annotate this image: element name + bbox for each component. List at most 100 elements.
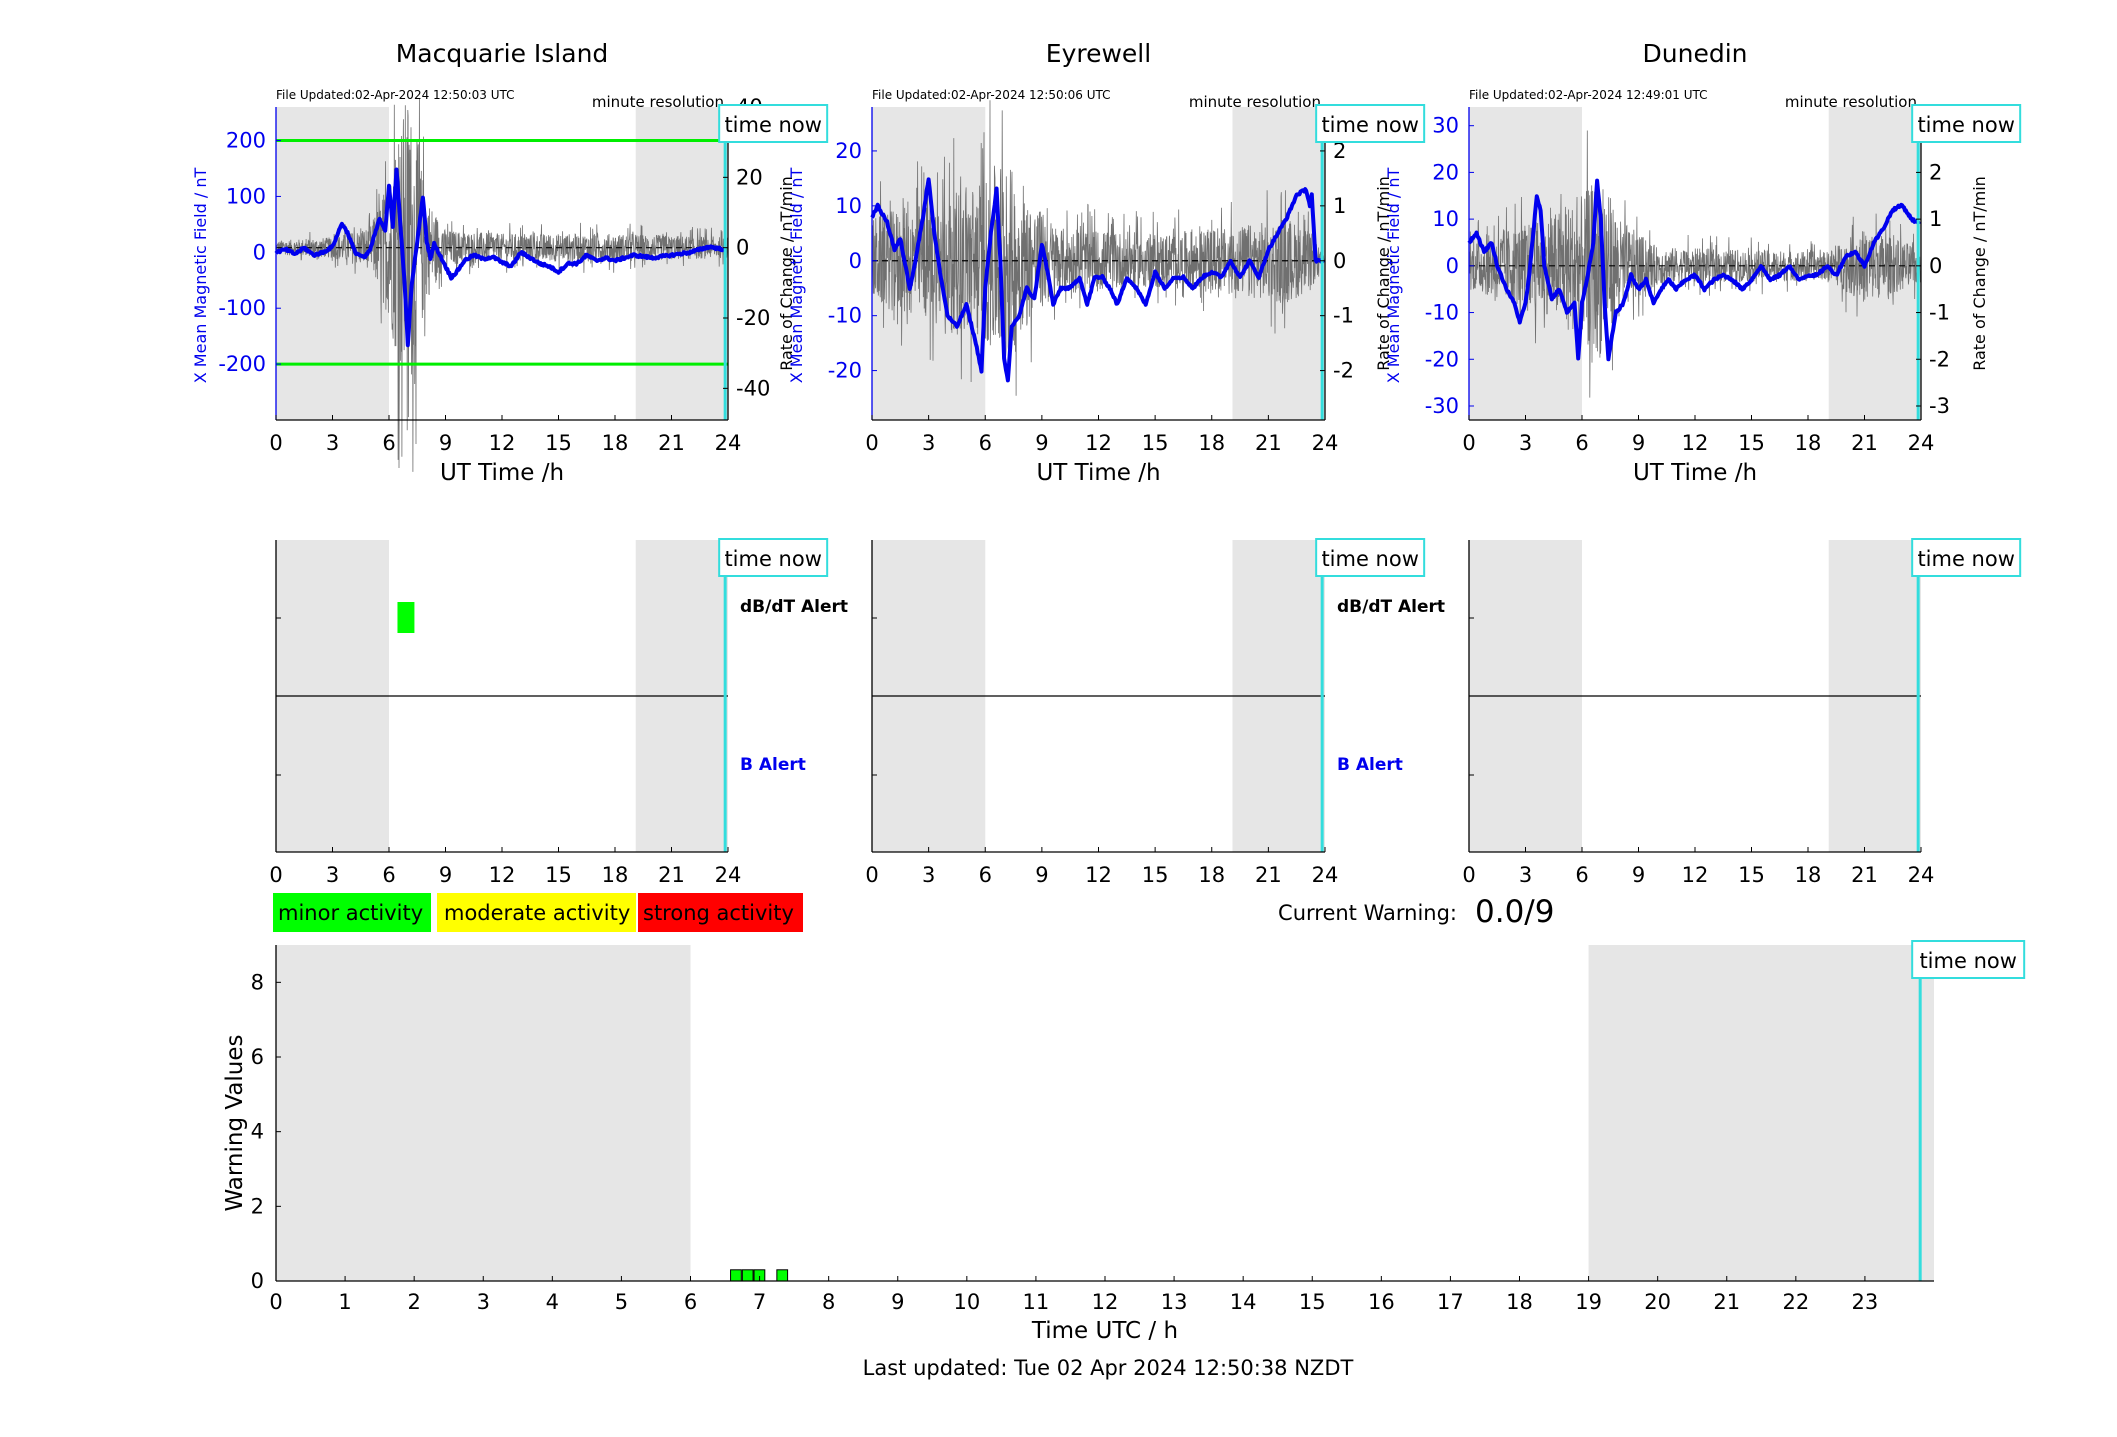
y-left-tick-label: 20 [835, 139, 862, 163]
dbdt-alert-mark [397, 602, 415, 633]
x-tick-label: 15 [1738, 431, 1765, 455]
x-tick-label: 19 [1575, 1290, 1602, 1314]
y-left-tick-label: 200 [226, 129, 266, 153]
x-tick-label: 12 [489, 863, 516, 887]
time-now-label: time now [1321, 113, 1418, 137]
x-tick-label: 15 [1142, 863, 1169, 887]
x-tick-label: 18 [602, 431, 629, 455]
x-axis-label: UT Time /h [1633, 460, 1757, 486]
time-now-box [1911, 104, 2022, 143]
x-tick-label: 0 [865, 863, 878, 887]
x-tick-label: 6 [684, 1290, 697, 1314]
x-tick-label: 23 [1852, 1290, 1879, 1314]
field-plot-macquarie-island: 036912151821242001000-100-20040200-20-40… [191, 39, 829, 486]
b-alert-label: B Alert [740, 755, 806, 775]
x-tick-label: 0 [1462, 863, 1475, 887]
x-tick-label: 11 [1023, 1290, 1050, 1314]
night-band [276, 107, 389, 420]
minute-resolution: minute resolution [592, 93, 724, 111]
legend-strong-label: strong activity [643, 901, 794, 925]
plot-title: Macquarie Island [396, 39, 609, 68]
x-tick-label: 4 [546, 1290, 559, 1314]
x-tick-label: 12 [1085, 431, 1112, 455]
x-tick-label: 3 [477, 1290, 490, 1314]
x-tick-label: 7 [753, 1290, 766, 1314]
time-now-box [1911, 538, 2022, 577]
time-now-label: time now [1919, 949, 2016, 973]
time-now-box [718, 104, 829, 143]
y-tick-label: 2 [251, 1194, 264, 1218]
y-right-tick-label: -1 [1333, 304, 1354, 328]
x-tick-label: 6 [979, 863, 992, 887]
x-tick-label: 6 [382, 431, 395, 455]
y-left-tick-label: 20 [1432, 160, 1459, 184]
file-updated: File Updated:02-Apr-2024 12:50:06 UTC [872, 88, 1111, 102]
file-updated: File Updated:02-Apr-2024 12:49:01 UTC [1469, 88, 1708, 102]
x-tick-label: 17 [1437, 1290, 1464, 1314]
x-tick-label: 12 [1085, 863, 1112, 887]
field-plot-eyrewell: 0 3 6 9 12 15 18 21 2420100-10-20210-1-2Eyrewell… [787, 39, 1426, 486]
y-right-tick-label: 0 [1929, 254, 1942, 278]
x-tick-label: 24 [1312, 863, 1339, 887]
x-tick-label: 24 [715, 863, 742, 887]
x-tick-label: 13 [1161, 1290, 1188, 1314]
x-tick-label: 3 [326, 431, 339, 455]
field-plot-dunedin: 036912151821243020100-10-20-303210-1-2-3… [1384, 39, 2022, 486]
x-tick-label: 20 [1644, 1290, 1671, 1314]
y-left-tick-label: -10 [1425, 301, 1459, 325]
plot-title: Eyrewell [1046, 39, 1151, 68]
dbdt-alert-label: dB/dT Alert [1337, 597, 1445, 617]
x-tick-label: 21 [1851, 863, 1878, 887]
y-tick-label: 6 [251, 1045, 264, 1069]
x-tick-label: 22 [1782, 1290, 1809, 1314]
x-tick-label: 21 [658, 431, 685, 455]
time-now-box [1911, 940, 2026, 979]
x-tick-label: 16 [1368, 1290, 1395, 1314]
x-tick-label: 6 [1575, 431, 1588, 455]
y-left-label: X Mean Magnetic Field / nT [191, 168, 210, 384]
time-now-box [1315, 104, 1426, 143]
x-tick-label: 21 [1713, 1290, 1740, 1314]
current-warning-value: 0.0/9 [1475, 894, 1554, 930]
x-tick-label: 24 [1908, 431, 1935, 455]
y-left-label: X Mean Magnetic Field / nT [1384, 168, 1403, 384]
y-tick-label: 0 [251, 1269, 264, 1293]
activity-legend: minor activity moderate activity strong … [271, 891, 805, 934]
x-tick-label: 21 [658, 863, 685, 887]
y-left-tick-label: -10 [828, 304, 862, 328]
y-right-tick-label: -2 [1929, 347, 1950, 371]
y-right-tick-label: 2 [1929, 160, 1942, 184]
y-left-tick-label: 100 [226, 184, 266, 208]
y-right-tick-label: 2 [1333, 139, 1346, 163]
x-axis-label: UT Time /h [440, 460, 564, 486]
time-now-label: time now [724, 113, 821, 137]
time-now-label: time now [1917, 547, 2014, 571]
legend-minor-swatch [271, 891, 433, 934]
y-left-tick-label: 0 [1446, 254, 1459, 278]
x-axis-label: Time UTC / h [1031, 1318, 1178, 1344]
x-tick-label: 0 [269, 431, 282, 455]
current-warning: Current Warning: 0.0/9 [1278, 894, 1554, 930]
x-tick-label: 21 [1851, 431, 1878, 455]
x-tick-label: 21 [1255, 431, 1282, 455]
y-left-tick-label: -20 [828, 359, 862, 383]
x-tick-label: 15 [545, 431, 572, 455]
alert-plot-eyrewell: 0 3 6 9 12 15 18 21 24 dB/dT Alert B Alert time now [865, 538, 1445, 887]
x-tick-label: 21 [1255, 863, 1282, 887]
magnetic-field-series [274, 167, 726, 348]
x-tick-label: 15 [1299, 1290, 1326, 1314]
y-right-tick-label: 1 [1929, 207, 1942, 231]
x-axis-label: UT Time /h [1036, 460, 1160, 486]
x-tick-label: 12 [1682, 431, 1709, 455]
y-tick-label: 4 [251, 1120, 264, 1144]
y-right-tick-label: -40 [736, 376, 770, 400]
x-tick-label: 9 [439, 863, 452, 887]
x-tick-label: 12 [1092, 1290, 1119, 1314]
y-tick-label: 8 [251, 970, 264, 994]
y-right-tick-label: -2 [1333, 359, 1354, 383]
warning-bar [730, 1269, 742, 1282]
dbdt-alert-label: dB/dT Alert [740, 597, 848, 617]
y-right-label: Rate of Change / nT/min [1374, 176, 1393, 371]
x-tick-label: 6 [1575, 863, 1588, 887]
y-left-tick-label: 10 [1432, 207, 1459, 231]
